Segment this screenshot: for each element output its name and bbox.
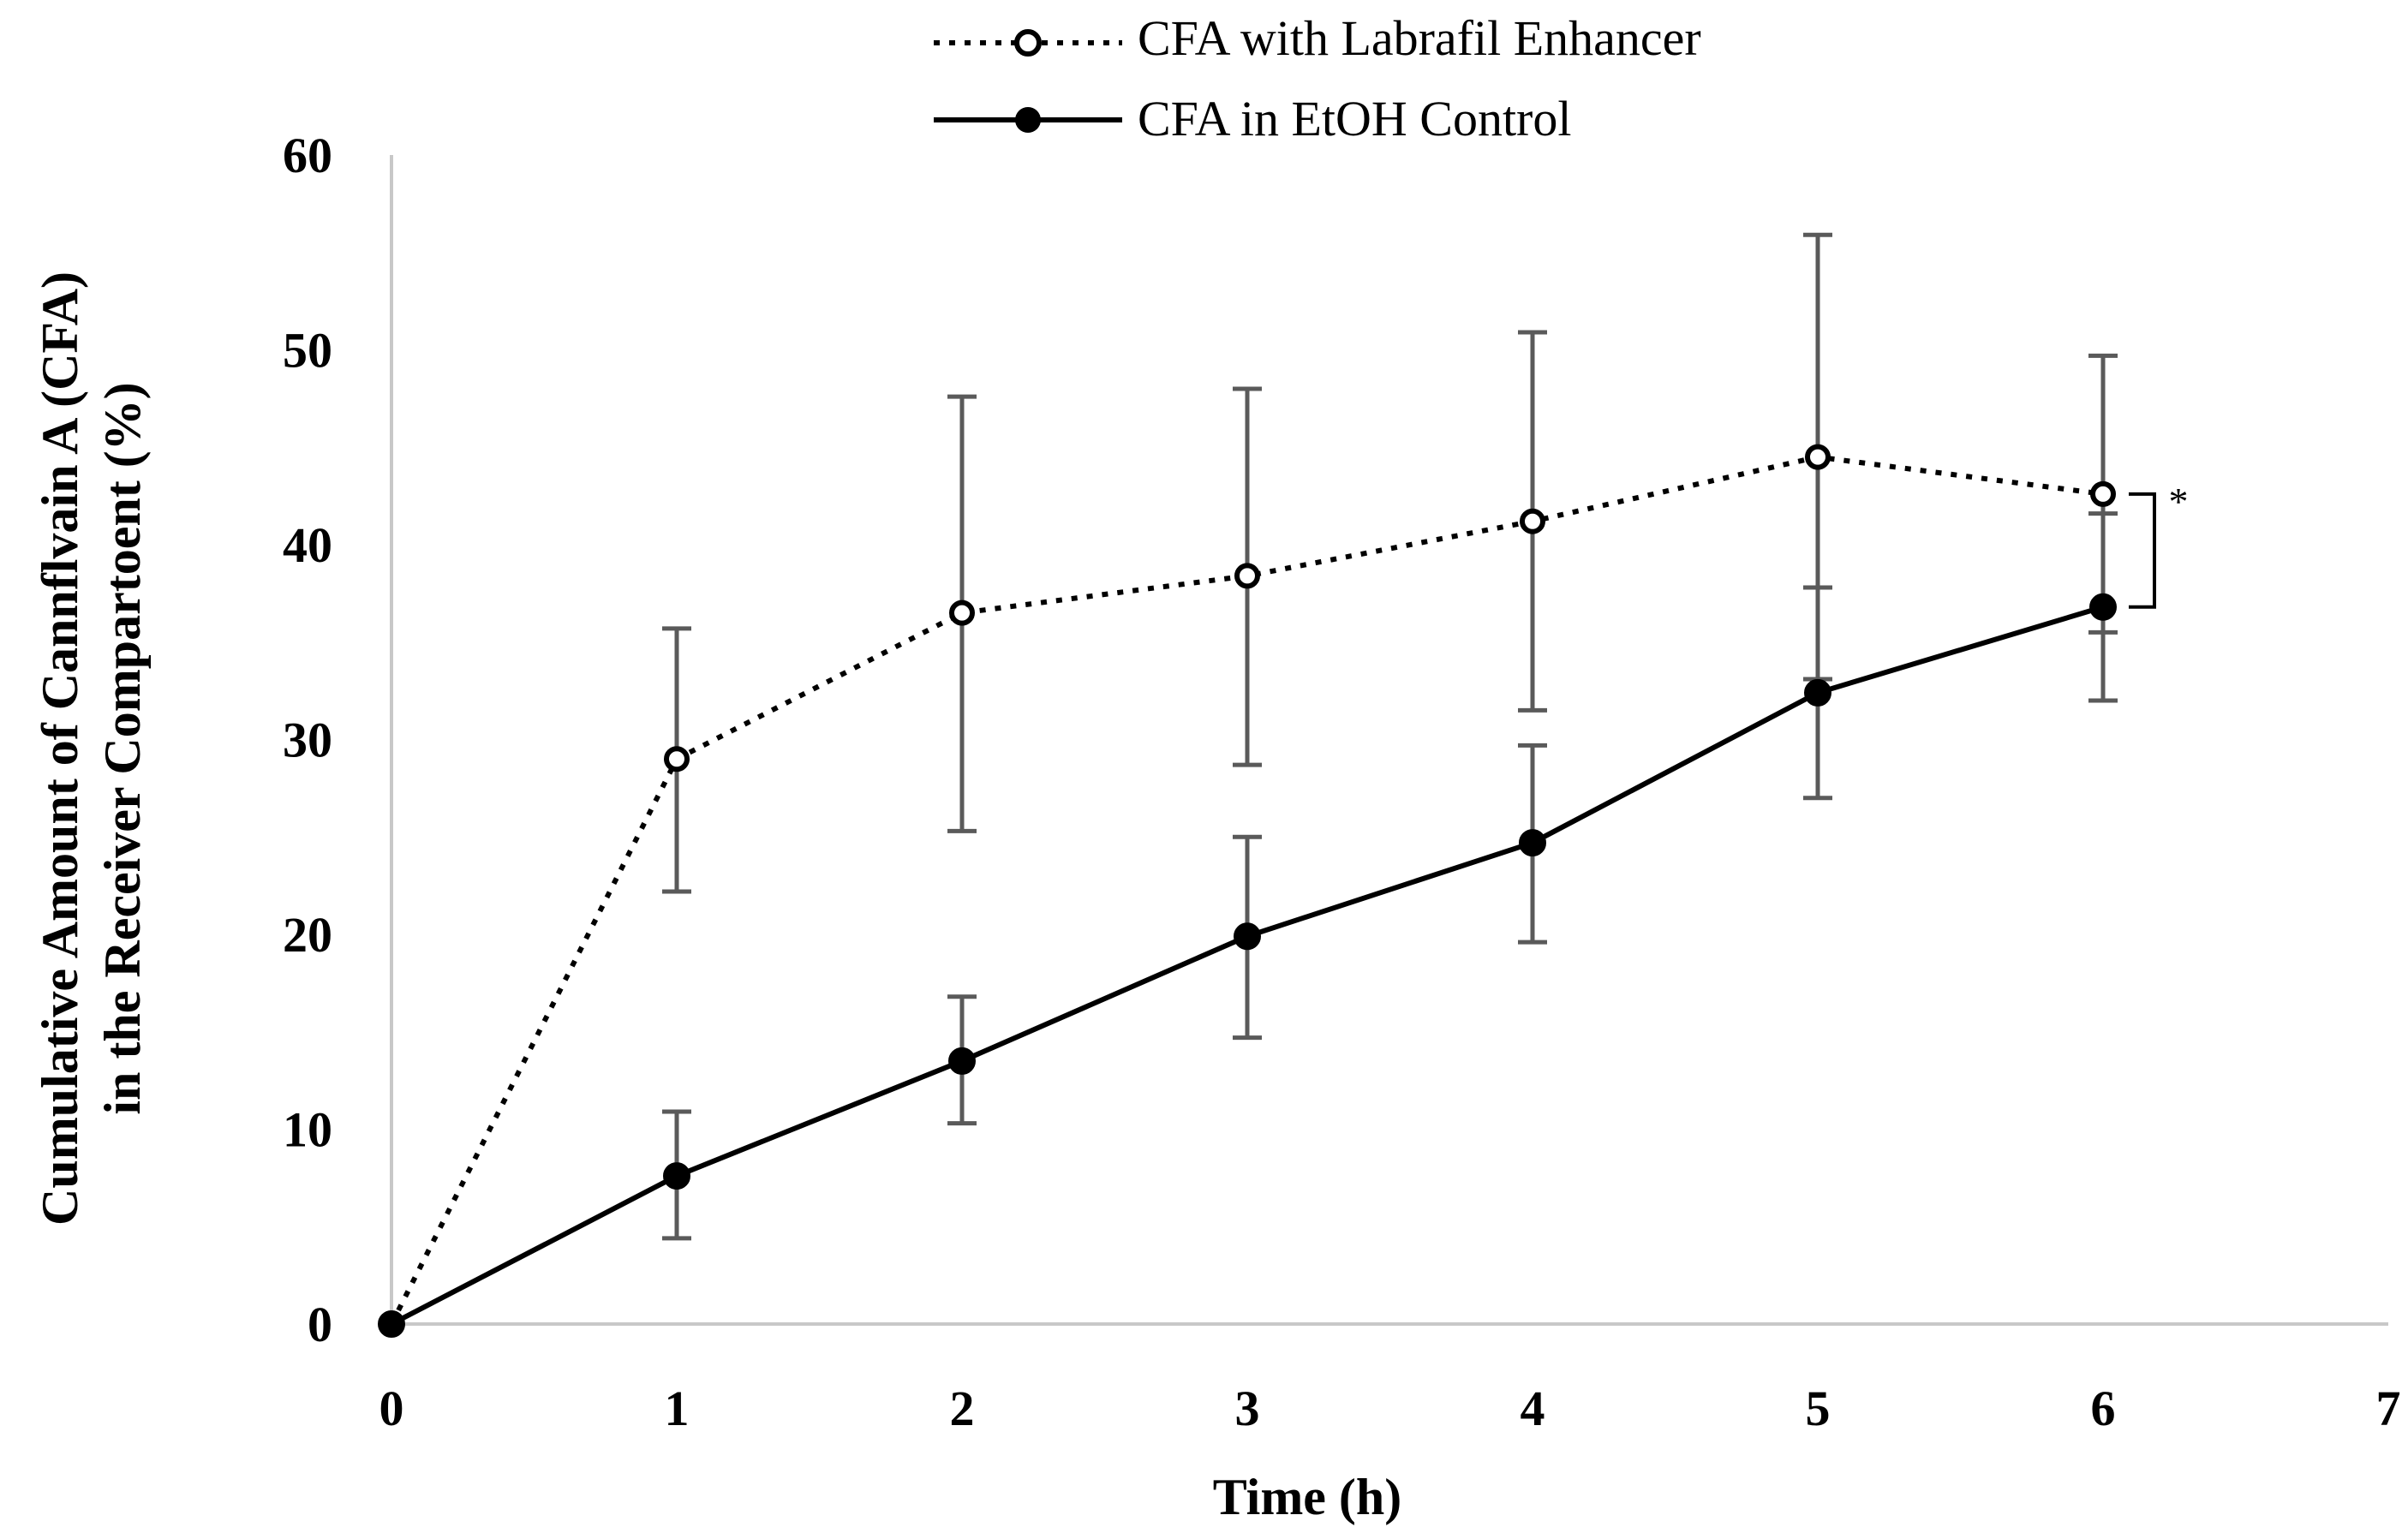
- y-tick-label: 20: [283, 907, 332, 963]
- legend: CFA with Labrafil Enhancer CFA in EtOH C…: [934, 10, 1701, 146]
- x-axis-title: Time (h): [1213, 1469, 1402, 1525]
- data-point-etoh: [1804, 678, 1831, 707]
- y-tick-label: 0: [308, 1297, 332, 1352]
- data-point-etoh: [663, 1162, 690, 1190]
- data-point-etoh: [378, 1310, 405, 1338]
- y-tick-label: 30: [283, 713, 332, 768]
- data-point-labrafil: [1805, 444, 1831, 470]
- data-point-labrafil: [949, 599, 975, 626]
- y-axis-title-line-2: in the Receiver Compartoent (%): [94, 382, 151, 1114]
- x-tick-label: 6: [2091, 1381, 2116, 1436]
- x-tick-label: 3: [1235, 1381, 1260, 1436]
- data-point-labrafil: [664, 746, 690, 772]
- data-point-labrafil: [1520, 508, 1545, 534]
- legend-swatch-marker-labrafil: [1014, 29, 1042, 57]
- x-tick-label: 5: [1806, 1381, 1831, 1436]
- y-tick-label: 40: [283, 517, 332, 573]
- significance-bracket: [2129, 492, 2156, 609]
- data-point-etoh: [948, 1047, 976, 1075]
- data-point-etoh: [1519, 829, 1546, 857]
- legend-swatch-marker-etoh: [1015, 107, 1041, 133]
- axes: 0 10 20 30 40 50 60 0 1 2 3 4 5 6 7: [283, 128, 2401, 1436]
- markers: [378, 444, 2117, 1338]
- x-tick-label: 2: [950, 1381, 975, 1436]
- data-point-labrafil: [2090, 480, 2116, 507]
- y-tick-label: 50: [283, 323, 332, 379]
- x-tick-label: 4: [1521, 1381, 1545, 1436]
- data-point-etoh: [2089, 593, 2117, 621]
- x-tick-label: 0: [379, 1381, 404, 1436]
- significance-label: *: [2169, 480, 2189, 523]
- data-point-labrafil: [1234, 563, 1260, 589]
- annotations: *: [2129, 480, 2189, 609]
- error-bars: [662, 232, 2118, 1241]
- x-tick-label: 7: [2376, 1381, 2401, 1436]
- legend-label-labrafil: CFA with Labrafil Enhancer: [1138, 10, 1701, 66]
- data-point-etoh: [1234, 922, 1261, 951]
- y-tick-label: 60: [283, 128, 332, 183]
- y-tick-label: 10: [283, 1102, 332, 1158]
- x-tick-label: 1: [665, 1381, 690, 1436]
- legend-label-etoh: CFA in EtOH Control: [1138, 91, 1571, 146]
- y-axis-title: Cumulative Amount of Cannflvain A (CFA) …: [32, 271, 151, 1226]
- y-axis-title-line-1: Cumulative Amount of Cannflvain A (CFA): [32, 271, 88, 1226]
